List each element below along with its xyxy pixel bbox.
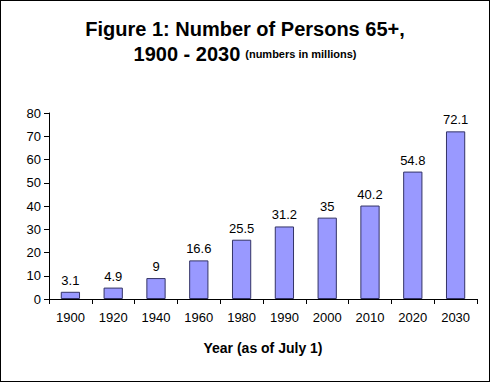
svg-text:20: 20 [27,245,41,260]
svg-text:1920: 1920 [99,310,128,325]
svg-text:1960: 1960 [184,310,213,325]
svg-text:16.6: 16.6 [186,241,211,256]
svg-text:3.1: 3.1 [61,273,79,288]
svg-text:4.9: 4.9 [104,269,122,284]
svg-text:Year (as of July 1): Year (as of July 1) [203,340,322,356]
svg-text:40: 40 [27,199,41,214]
svg-text:54.8: 54.8 [400,153,425,168]
svg-text:2000: 2000 [313,310,342,325]
svg-text:Figure 1: Number of Persons 65: Figure 1: Number of Persons 65+, [85,18,405,40]
svg-text:50: 50 [27,175,41,190]
svg-text:10: 10 [27,268,41,283]
svg-text:1980: 1980 [227,310,256,325]
svg-text:70: 70 [27,129,41,144]
svg-text:80: 80 [27,106,41,121]
svg-text:1990: 1990 [270,310,299,325]
svg-text:2030: 2030 [441,310,470,325]
svg-text:25.5: 25.5 [229,221,254,236]
svg-text:40.2: 40.2 [357,187,382,202]
svg-text:30: 30 [27,222,41,237]
svg-text:1900: 1900 [56,310,85,325]
svg-text:72.1: 72.1 [443,112,468,127]
svg-text:2010: 2010 [356,310,385,325]
svg-text:1940: 1940 [142,310,171,325]
svg-text:31.2: 31.2 [272,207,297,222]
svg-text:(numbers in millions): (numbers in millions) [245,48,357,60]
svg-text:9: 9 [152,259,159,274]
svg-text:35: 35 [320,199,334,214]
svg-text:1900 - 2030: 1900 - 2030 [134,43,241,65]
svg-text:2020: 2020 [398,310,427,325]
svg-text:0: 0 [34,292,41,307]
svg-text:60: 60 [27,152,41,167]
